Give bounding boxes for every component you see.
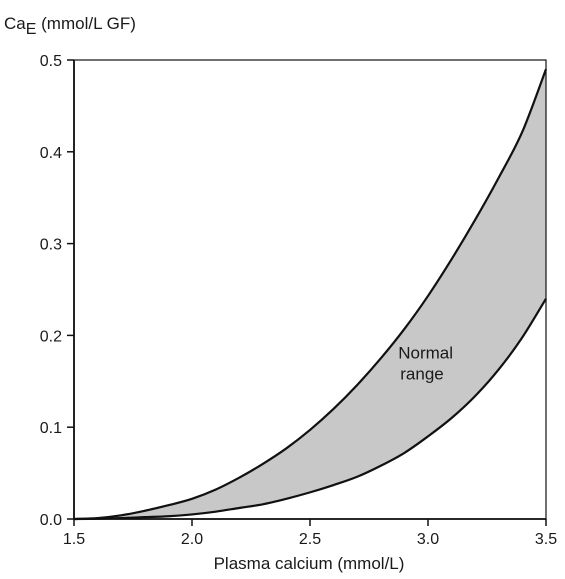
y-tick-label-0: 0.0 (40, 512, 62, 529)
y-tick-label-3: 0.3 (40, 237, 62, 254)
annotation-line-1: Normal (398, 344, 453, 363)
x-tick-label-4: 3.5 (535, 531, 557, 548)
annotation-line-2: range (400, 365, 443, 384)
y-tick-label-4: 0.4 (40, 145, 62, 162)
x-tick-label-0: 1.5 (63, 531, 85, 548)
upper-limit-curve (73, 68, 548, 521)
band-layer (74, 69, 546, 520)
x-tick-label-2: 2.5 (299, 531, 321, 548)
lower-limit-curve (73, 298, 547, 521)
curve-layer (73, 68, 548, 521)
tick-layer: 0.0 0.1 0.2 0.3 0.4 0.5 1.5 2.0 2.5 3.0 3.5 (40, 53, 557, 548)
x-tick-label-1: 2.0 (181, 531, 203, 548)
y-tick-label-1: 0.1 (40, 420, 62, 437)
x-tick-label-3: 3.0 (417, 531, 439, 548)
y-tick-label-2: 0.2 (40, 328, 62, 345)
normal-range-band (74, 69, 546, 520)
y-axis-title: CaE (mmol/L GF) (4, 14, 136, 38)
x-axis-title: Plasma calcium (mmol/L) (214, 554, 405, 573)
normal-range-annotation: Normal range (398, 344, 458, 384)
y-tick-label-5: 0.5 (40, 53, 62, 70)
